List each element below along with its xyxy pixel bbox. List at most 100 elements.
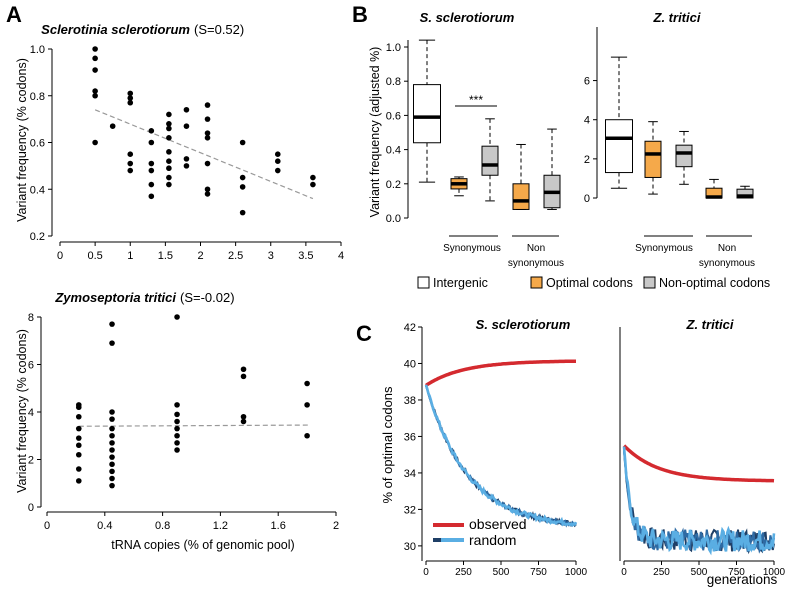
legend-label-intergenic: Intergenic [433,276,488,290]
a-top-point [166,135,172,141]
chart-c-left-ylabel: % of optimal codons [380,386,395,504]
legend-swatch-optimal [530,276,543,289]
b-right-box [736,188,754,199]
a-bot-point [75,425,82,432]
a-bot-point [109,461,115,468]
b-right-ytick-label: 4 [584,115,590,127]
c-left-ytick-label: 40 [404,358,416,370]
chart-a-top-title-stat: (S=0.52) [194,22,244,37]
a-top-ytick-label: 0.4 [30,184,45,196]
chart-a-top-ylabel: Variant frequency (% codons) [15,58,29,222]
c-right-series-observed [622,444,775,483]
chart-c-right-title: Z. tritici [686,317,734,332]
a-top-point [310,181,316,188]
a-bot-point [75,404,82,411]
a-top-point [92,88,98,94]
a-top-point [166,125,172,132]
chart-b-left-group-nonsyn: Non synonymous [508,243,564,269]
a-top-point [166,174,172,181]
c-left-xtick-label: 500 [493,567,510,578]
a-top-point [204,191,211,197]
b-left-ytick-label: 0.8 [386,76,401,88]
chart-b-right: Z. tritici 0 2 4 6 Synonymous Non synonymous [584,10,755,269]
a-bot-point [109,482,115,489]
chart-c-right-xlabel: generations [707,572,778,587]
a-top-ytick-label: 0.8 [30,91,45,103]
a-top-point [92,55,98,62]
b-right-ytick-label: 6 [584,76,590,88]
legend-label-optimal: Optimal codons [546,276,633,290]
a-bot-point [240,413,247,420]
c-left-ytick-label: 42 [404,322,416,334]
a-top-point [239,184,246,190]
a-top-xtick-label: 3.5 [298,250,313,262]
b-right-ytick-label: 0 [584,193,590,205]
a-bot-point [109,440,115,446]
a-bot-point [75,451,82,458]
chart-a-bottom-ylabel: Variant frequency (% codons) [15,329,29,493]
a-top-xtick-label: 3 [268,250,274,262]
a-bot-point [174,402,180,408]
chart-b-right-group-synonymous: Synonymous [635,243,693,254]
a-top-point [204,130,211,136]
a-top-point [127,167,134,174]
a-top-point [274,167,281,174]
b-right-box [675,144,693,168]
c-left-series-random [424,384,578,528]
a-top-ytick-label: 1.0 [30,44,45,56]
a-bot-point [240,418,247,425]
a-top-xtick-label: 2.5 [228,250,243,262]
c-left-xtick-label: 0 [423,567,429,578]
c-left-ytick-label: 34 [404,468,416,480]
chart-b-right-group-nonsyn: Non synonymous [699,243,755,269]
a-bot-point [174,425,180,432]
a-bot-xtick-label: 2 [333,520,339,532]
a-bot-point [75,442,82,449]
panel-letter-b: B [352,2,368,27]
a-bot-point [174,314,180,320]
a-top-point [183,163,190,169]
a-top-point [166,149,172,155]
a-top-point [127,151,134,157]
b-right-ytick-label: 2 [584,154,590,166]
b-left-ytick-label: 1.0 [386,42,401,54]
a-top-point [148,181,155,188]
chart-c-left-title: S. sclerotiorum [476,317,571,332]
a-top-xtick-label: 1 [127,250,133,262]
a-top-point [148,167,155,174]
a-top-point [109,123,116,129]
c-right-xtick-label: 750 [728,567,745,578]
chart-a-bottom-xlabel: tRNA copies (% of genomic pool) [111,538,294,552]
group-label-line2: synonymous [508,258,564,269]
chart-c-left: S. sclerotiorum % of optimal codons 0 250… [380,317,588,578]
a-bot-point [109,454,115,460]
group-label-line2: synonymous [699,258,755,269]
a-top-point [204,102,211,108]
a-top-point [239,209,246,216]
a-top-point [148,128,155,134]
a-bot-point [109,447,115,453]
a-top-xtick-label: 0 [57,250,63,262]
a-bot-point [304,432,310,439]
a-bot-ytick-label: 2 [28,455,34,467]
a-top-ytick-label: 0.2 [30,231,45,243]
chart-a-bottom: Zymoseptoria tritici (S=-0.02) Variant f… [15,290,339,552]
a-bot-point [109,321,115,327]
a-top-point [148,160,155,167]
group-label-line1: Non [527,243,545,254]
c-right-xtick-label: 1000 [763,567,786,578]
a-top-point [204,186,211,193]
a-top-point [127,90,134,97]
a-bot-xtick-label: 1.2 [213,520,228,532]
b-right-box [605,119,633,174]
legend-label-nonoptimal: Non-optimal codons [659,276,770,290]
b-left-box [512,183,530,210]
panel-letter-a: A [6,2,22,27]
a-top-point [127,99,134,106]
a-top-point [148,139,155,146]
a-bot-point [174,418,180,425]
c-right-xtick-label: 500 [691,567,708,578]
a-top-ytick-label: 0.6 [30,138,45,150]
a-top-xtick-label: 1.5 [158,250,173,262]
c-left-ytick-label: 38 [404,395,416,407]
